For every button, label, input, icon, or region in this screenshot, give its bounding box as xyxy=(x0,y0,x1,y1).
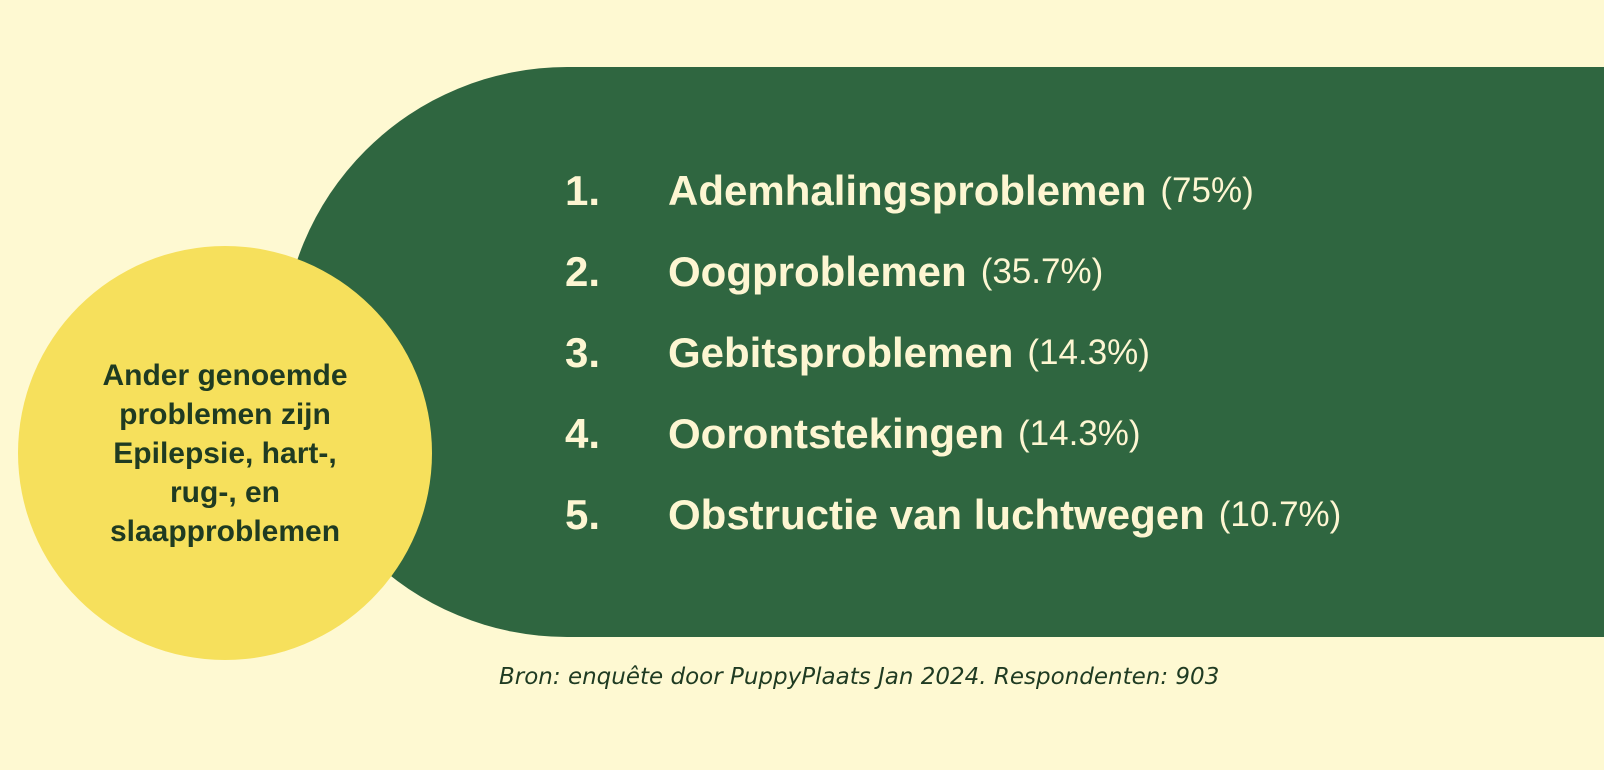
item-title: Gebitsproblemen xyxy=(668,328,1014,376)
item-number: 4. xyxy=(564,409,600,457)
item-title: Ademhalingsproblemen xyxy=(668,166,1147,214)
item-percent: (14.3%) xyxy=(1018,413,1141,453)
item-title: Oogproblemen xyxy=(668,247,967,295)
list-item: 2. Oogproblemen (35.7%) xyxy=(540,231,1341,312)
item-number: 2. xyxy=(564,247,600,295)
list-item: 3. Gebitsproblemen (14.3%) xyxy=(540,312,1341,393)
ranking-panel xyxy=(282,67,1604,637)
item-percent: (75%) xyxy=(1160,170,1254,210)
source-note: Bron: enquête door PuppyPlaats Jan 2024.… xyxy=(499,664,1220,690)
list-item: 4. Oorontstekingen (14.3%) xyxy=(540,393,1341,474)
item-percent: (35.7%) xyxy=(980,251,1104,291)
item-percent: (14.3%) xyxy=(1027,332,1150,372)
item-number: 1. xyxy=(564,166,600,214)
list-item: 5. Obstructie van luchtwegen (10.7%) xyxy=(540,474,1341,555)
item-title: Obstructie van luchtwegen xyxy=(668,490,1205,538)
item-title: Oorontstekingen xyxy=(668,409,1005,457)
list-item: 1. Ademhalingsproblemen (75%) xyxy=(540,150,1341,231)
callout-circle: Ander genoemde problemen zijn Epilepsie,… xyxy=(18,246,432,660)
callout-text: Ander genoemde problemen zijn Epilepsie,… xyxy=(102,358,348,548)
item-number: 5. xyxy=(564,490,600,538)
ranking-list: 1. Ademhalingsproblemen (75%) 2. Oogprob… xyxy=(540,150,1341,555)
item-number: 3. xyxy=(564,328,600,376)
item-percent: (10.7%) xyxy=(1218,494,1342,534)
